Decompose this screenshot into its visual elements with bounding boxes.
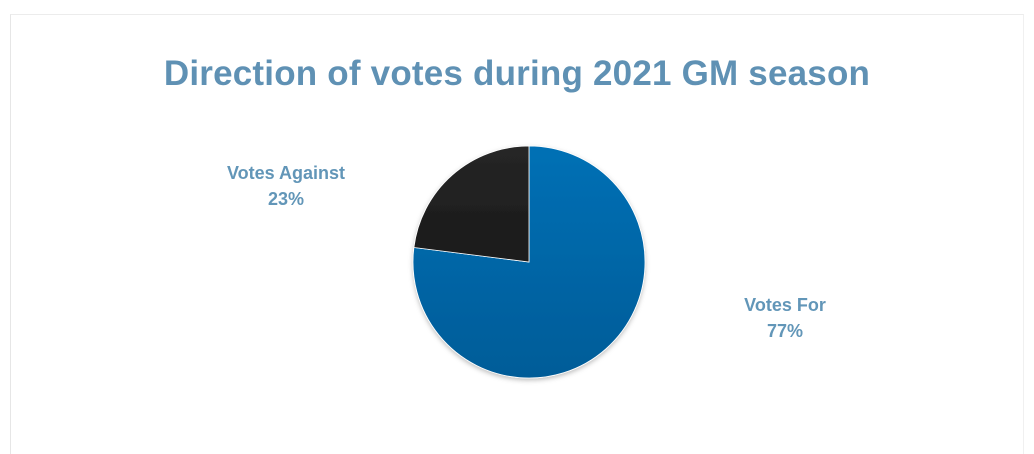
slice-name: Votes For xyxy=(744,295,826,315)
chart-title: Direction of votes during 2021 GM season xyxy=(163,54,871,93)
slice-percent: 77% xyxy=(766,321,804,341)
pie-slice-votes-against xyxy=(413,145,530,263)
pie-chart xyxy=(412,145,646,379)
slice-label-votes-for: Votes For 77% xyxy=(700,292,870,344)
slice-label-votes-against: Votes Against 23% xyxy=(196,160,376,212)
slice-percent: 23% xyxy=(267,189,305,209)
slice-name: Votes Against xyxy=(226,163,346,183)
chart-frame xyxy=(10,14,1024,454)
pie-slices xyxy=(412,145,646,379)
